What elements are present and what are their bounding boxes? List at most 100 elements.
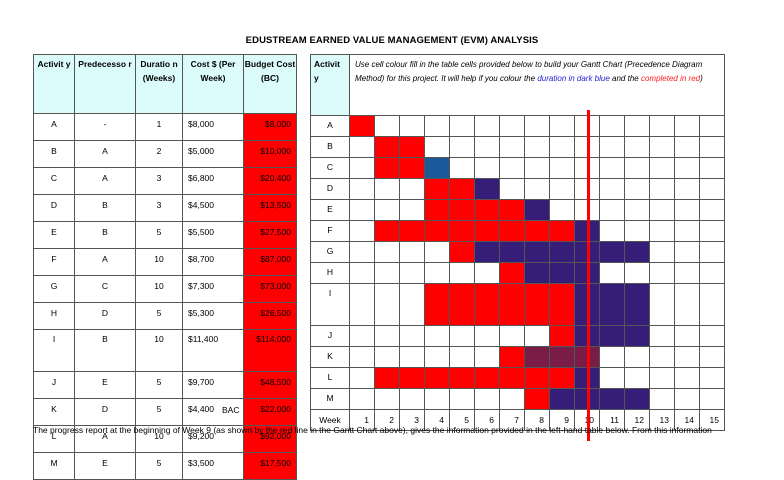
gantt-cell[interactable] <box>624 325 650 347</box>
gantt-cell[interactable] <box>624 199 650 221</box>
gantt-cell[interactable] <box>624 346 650 368</box>
gantt-cell[interactable] <box>424 157 450 179</box>
gantt-cell[interactable] <box>474 115 500 137</box>
gantt-cell[interactable] <box>699 367 725 389</box>
gantt-cell[interactable] <box>524 136 550 158</box>
gantt-cell[interactable] <box>674 346 700 368</box>
gantt-cell[interactable] <box>349 325 375 347</box>
gantt-cell[interactable] <box>424 220 450 242</box>
gantt-cell[interactable] <box>424 262 450 284</box>
gantt-cell[interactable] <box>374 115 400 137</box>
gantt-cell[interactable] <box>699 346 725 368</box>
gantt-cell[interactable] <box>449 241 475 263</box>
gantt-cell[interactable] <box>399 346 425 368</box>
gantt-cell[interactable] <box>674 262 700 284</box>
gantt-cell[interactable] <box>449 157 475 179</box>
gantt-cell[interactable] <box>699 115 725 137</box>
gantt-cell[interactable] <box>499 199 525 221</box>
gantt-cell[interactable] <box>474 178 500 200</box>
gantt-cell[interactable] <box>349 157 375 179</box>
gantt-cell[interactable] <box>474 220 500 242</box>
gantt-cell[interactable] <box>699 136 725 158</box>
gantt-cell[interactable] <box>424 346 450 368</box>
gantt-cell[interactable] <box>599 346 625 368</box>
gantt-cell[interactable] <box>499 115 525 137</box>
gantt-cell[interactable] <box>599 388 625 410</box>
gantt-cell[interactable] <box>374 262 400 284</box>
gantt-cell[interactable] <box>424 178 450 200</box>
gantt-cell[interactable] <box>499 325 525 347</box>
gantt-cell[interactable] <box>499 241 525 263</box>
gantt-cell[interactable] <box>374 388 400 410</box>
gantt-cell[interactable] <box>674 136 700 158</box>
gantt-cell[interactable] <box>624 157 650 179</box>
gantt-cell[interactable] <box>424 199 450 221</box>
gantt-cell[interactable] <box>424 367 450 389</box>
gantt-cell[interactable] <box>424 241 450 263</box>
gantt-cell[interactable] <box>349 199 375 221</box>
gantt-cell[interactable] <box>549 346 575 368</box>
gantt-cell[interactable] <box>699 220 725 242</box>
gantt-cell[interactable] <box>549 220 575 242</box>
gantt-cell[interactable] <box>374 220 400 242</box>
gantt-cell[interactable] <box>674 178 700 200</box>
gantt-cell[interactable] <box>699 178 725 200</box>
gantt-cell[interactable] <box>624 388 650 410</box>
gantt-cell[interactable] <box>399 220 425 242</box>
gantt-cell[interactable] <box>524 199 550 221</box>
gantt-cell[interactable] <box>399 325 425 347</box>
gantt-cell[interactable] <box>599 325 625 347</box>
gantt-cell[interactable] <box>449 283 475 326</box>
gantt-cell[interactable] <box>674 388 700 410</box>
gantt-cell[interactable] <box>674 220 700 242</box>
gantt-cell[interactable] <box>649 178 675 200</box>
gantt-cell[interactable] <box>524 283 550 326</box>
gantt-cell[interactable] <box>649 241 675 263</box>
gantt-cell[interactable] <box>374 283 400 326</box>
gantt-cell[interactable] <box>599 220 625 242</box>
gantt-cell[interactable] <box>499 346 525 368</box>
gantt-cell[interactable] <box>474 346 500 368</box>
gantt-cell[interactable] <box>449 115 475 137</box>
gantt-cell[interactable] <box>549 136 575 158</box>
gantt-cell[interactable] <box>399 283 425 326</box>
gantt-cell[interactable] <box>649 325 675 347</box>
gantt-cell[interactable] <box>349 367 375 389</box>
gantt-cell[interactable] <box>549 283 575 326</box>
gantt-cell[interactable] <box>524 220 550 242</box>
gantt-cell[interactable] <box>624 241 650 263</box>
gantt-cell[interactable] <box>449 325 475 347</box>
gantt-cell[interactable] <box>424 283 450 326</box>
gantt-cell[interactable] <box>399 388 425 410</box>
gantt-cell[interactable] <box>424 325 450 347</box>
gantt-cell[interactable] <box>424 136 450 158</box>
gantt-cell[interactable] <box>499 157 525 179</box>
gantt-cell[interactable] <box>449 178 475 200</box>
gantt-cell[interactable] <box>524 241 550 263</box>
gantt-cell[interactable] <box>349 178 375 200</box>
gantt-cell[interactable] <box>599 262 625 284</box>
gantt-cell[interactable] <box>549 241 575 263</box>
gantt-cell[interactable] <box>524 388 550 410</box>
gantt-cell[interactable] <box>399 367 425 389</box>
gantt-cell[interactable] <box>524 346 550 368</box>
gantt-cell[interactable] <box>449 199 475 221</box>
gantt-cell[interactable] <box>649 367 675 389</box>
gantt-cell[interactable] <box>599 199 625 221</box>
gantt-cell[interactable] <box>599 283 625 326</box>
gantt-cell[interactable] <box>624 115 650 137</box>
gantt-cell[interactable] <box>699 283 725 326</box>
gantt-cell[interactable] <box>424 388 450 410</box>
gantt-cell[interactable] <box>674 367 700 389</box>
gantt-cell[interactable] <box>474 157 500 179</box>
gantt-cell[interactable] <box>399 136 425 158</box>
gantt-cell[interactable] <box>449 346 475 368</box>
gantt-cell[interactable] <box>549 388 575 410</box>
gantt-cell[interactable] <box>524 367 550 389</box>
gantt-cell[interactable] <box>524 262 550 284</box>
gantt-cell[interactable] <box>499 367 525 389</box>
gantt-cell[interactable] <box>649 346 675 368</box>
gantt-cell[interactable] <box>374 325 400 347</box>
gantt-cell[interactable] <box>624 262 650 284</box>
gantt-cell[interactable] <box>349 346 375 368</box>
